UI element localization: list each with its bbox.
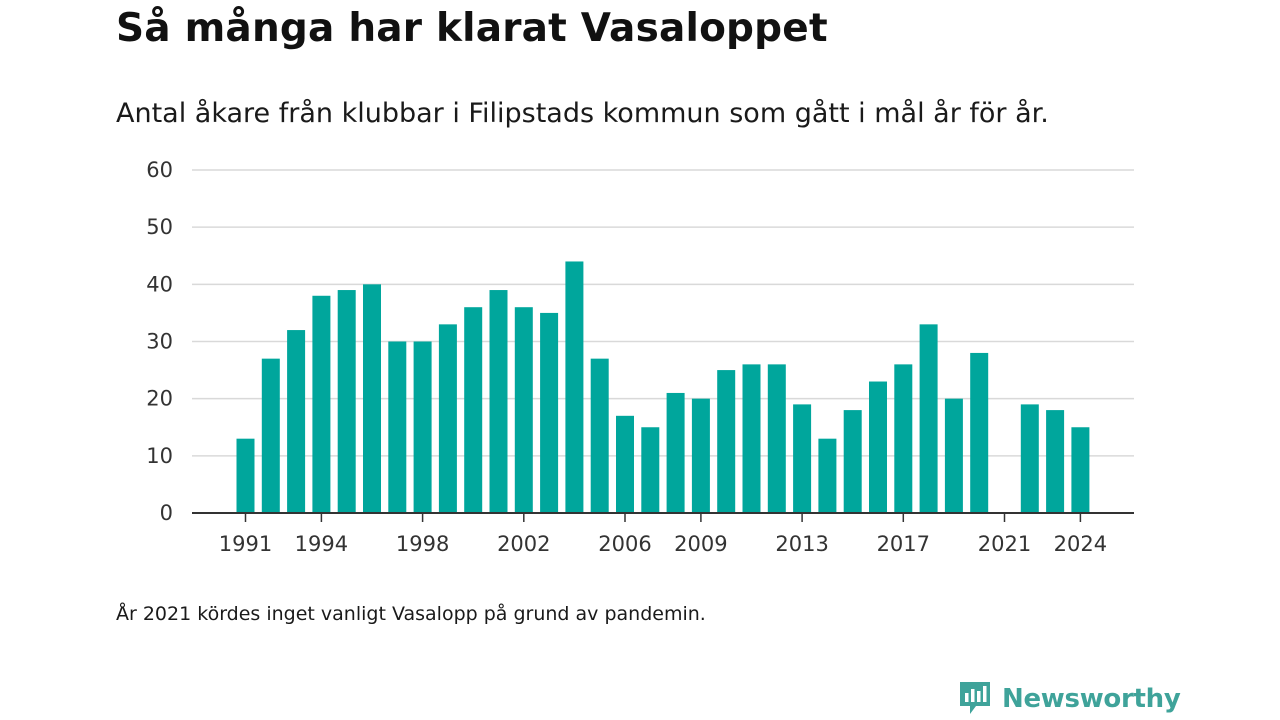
x-tick-label: 1991: [219, 532, 272, 556]
bar: [616, 415, 634, 513]
y-axis-tick-labels: 0 10 20 30 40 50 60: [146, 158, 173, 525]
bar: [413, 341, 432, 513]
bar: [1046, 410, 1065, 513]
bar: [970, 352, 989, 513]
newsworthy-logo-icon: [960, 682, 990, 714]
bar: [666, 392, 685, 513]
bar: [641, 427, 660, 513]
x-tick-label: 1994: [295, 532, 348, 556]
bar: [287, 330, 306, 513]
x-tick-label: 2002: [497, 532, 550, 556]
bar: [1071, 427, 1090, 513]
bar: [793, 404, 812, 513]
y-tick-label: 50: [146, 215, 173, 239]
bar: [489, 290, 508, 513]
bar: [1020, 404, 1039, 513]
bar: [767, 364, 786, 513]
y-tick-label: 0: [160, 501, 173, 525]
bar: [363, 284, 381, 513]
bar: [438, 324, 457, 513]
bar: [464, 307, 483, 513]
brand-name: Newsworthy: [1002, 684, 1181, 714]
bar: [919, 324, 938, 513]
bar: [944, 398, 963, 513]
x-axis-ticks: 1991 1994 1998 2002 2006 2009 2013 2017 2021 2024: [219, 513, 1107, 556]
bar: [261, 358, 280, 513]
bar: [717, 370, 736, 513]
bars: [236, 261, 1090, 513]
bar: [565, 261, 584, 513]
y-tick-label: 30: [146, 330, 173, 354]
bar: [742, 364, 761, 513]
x-tick-label: 1998: [396, 532, 449, 556]
x-tick-label: 2024: [1054, 532, 1107, 556]
bar: [818, 438, 837, 513]
chart-subtitle: Antal åkare från klubbar i Filipstads ko…: [116, 98, 1049, 129]
chart-title: Så många har klarat Vasaloppet: [116, 6, 828, 51]
bar: [894, 364, 913, 513]
bar: [869, 381, 887, 513]
bar: [312, 295, 331, 513]
bar: [388, 341, 407, 513]
y-tick-label: 10: [146, 444, 173, 468]
x-tick-label: 2021: [978, 532, 1031, 556]
x-tick-label: 2013: [775, 532, 828, 556]
bar: [590, 358, 609, 513]
gridlines: [192, 169, 1134, 457]
bar: [691, 398, 710, 513]
y-tick-label: 40: [146, 272, 173, 296]
bar: [843, 410, 862, 513]
x-tick-label: 2006: [598, 532, 651, 556]
y-tick-label: 60: [146, 158, 173, 182]
bar: [337, 290, 356, 513]
brand-logo: Newsworthy: [958, 678, 1181, 720]
x-tick-label: 2009: [674, 532, 727, 556]
x-tick-label: 2017: [877, 532, 930, 556]
bar: [236, 438, 255, 513]
bar: [514, 307, 533, 513]
footnote: År 2021 kördes inget vanligt Vasalopp på…: [116, 603, 706, 625]
y-tick-label: 20: [146, 387, 173, 411]
bar: [540, 312, 559, 513]
